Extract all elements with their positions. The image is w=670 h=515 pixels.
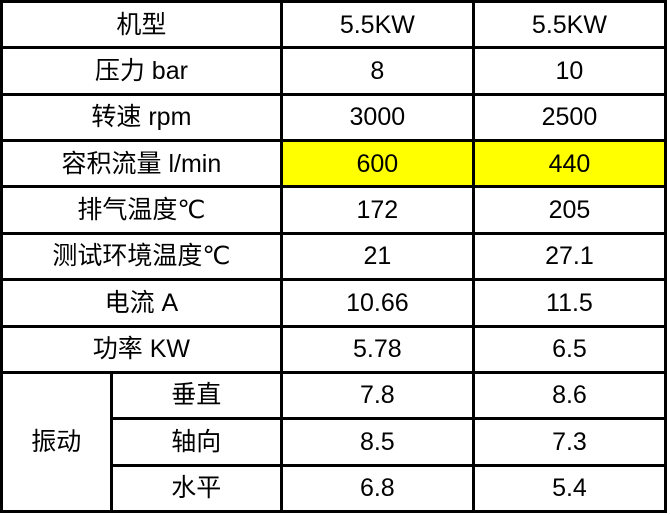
- table-row: 机型 5.5KW 5.5KW: [0, 0, 668, 50]
- row-group-label-vibration: 振动: [0, 370, 113, 514]
- cell-pressure-col2: 10: [471, 46, 668, 96]
- cell-vibration-horizontal-col1: 6.8: [279, 463, 475, 514]
- cell-current-col2: 11.5: [471, 278, 668, 328]
- table-row: 测试环境温度℃ 21 27.1: [0, 231, 668, 282]
- table-row: 振动 垂直 7.8 8.6: [0, 370, 668, 514]
- cell-model-col2: 5.5KW: [471, 0, 668, 50]
- table-row: 轴向 8.5 7.3: [2, 417, 668, 467]
- cell-ambient-temp-col2: 27.1: [471, 231, 668, 282]
- cell-ambient-temp-col1: 21: [279, 231, 475, 282]
- cell-vibration-vertical-col2: 8.6: [471, 370, 668, 421]
- row-label-power: 功率 KW: [0, 324, 283, 374]
- row-label-speed: 转速 rpm: [0, 92, 283, 143]
- cell-speed-col2: 2500: [471, 92, 668, 143]
- cell-current-col1: 10.66: [279, 278, 475, 328]
- table-row: 电流 A 10.66 11.5: [0, 278, 668, 328]
- cell-power-col2: 6.5: [471, 324, 668, 374]
- row-label-ambient-temp: 测试环境温度℃: [0, 231, 283, 282]
- row-label-flow-rate: 容积流量 l/min: [0, 139, 283, 189]
- cell-flow-rate-col1: 600: [279, 139, 475, 189]
- row-label-vibration-axial: 轴向: [109, 417, 283, 467]
- cell-power-col1: 5.78: [279, 324, 475, 374]
- cell-discharge-temp-col2: 205: [471, 185, 668, 235]
- cell-vibration-axial-col2: 7.3: [471, 417, 668, 467]
- row-label-pressure: 压力 bar: [0, 46, 283, 96]
- cell-discharge-temp-col1: 172: [279, 185, 475, 235]
- cell-flow-rate-col2: 440: [471, 139, 668, 189]
- row-label-vibration-horizontal: 水平: [109, 463, 283, 514]
- row-label-vibration-vertical: 垂直: [109, 370, 283, 421]
- table-row: 压力 bar 8 10: [0, 46, 668, 96]
- cell-speed-col1: 3000: [279, 92, 475, 143]
- cell-pressure-col1: 8: [279, 46, 475, 96]
- table-row: 转速 rpm 3000 2500: [0, 92, 668, 143]
- table-row: 功率 KW 5.78 6.5: [0, 324, 668, 374]
- row-label-discharge-temp: 排气温度℃: [0, 185, 283, 235]
- table-row: 排气温度℃ 172 205: [0, 185, 668, 235]
- cell-vibration-horizontal-col2: 5.4: [471, 463, 668, 514]
- row-label-model: 机型: [0, 0, 283, 50]
- cell-model-col1: 5.5KW: [279, 0, 475, 50]
- cell-vibration-vertical-col1: 7.8: [279, 370, 475, 421]
- row-label-current: 电流 A: [0, 278, 283, 328]
- cell-vibration-axial-col1: 8.5: [279, 417, 475, 467]
- table-row: 水平 6.8 5.4: [2, 463, 668, 514]
- table-row-highlighted: 容积流量 l/min 600 440: [0, 139, 668, 189]
